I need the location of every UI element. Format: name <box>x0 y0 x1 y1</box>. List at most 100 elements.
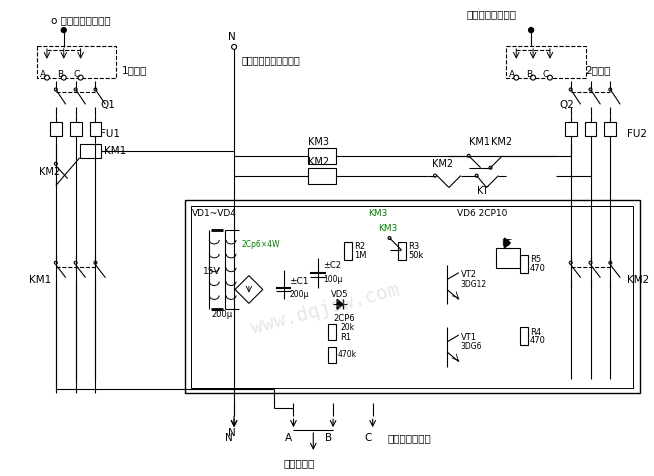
Text: Q2: Q2 <box>560 100 575 110</box>
Circle shape <box>61 28 66 32</box>
Text: www.dqjsw.com: www.dqjsw.com <box>249 280 402 338</box>
Bar <box>37 46 116 78</box>
Circle shape <box>54 162 58 165</box>
Circle shape <box>94 261 97 264</box>
Text: VD6 2CP10: VD6 2CP10 <box>457 209 508 218</box>
Text: FU2: FU2 <box>627 129 647 139</box>
Text: KT: KT <box>502 239 512 248</box>
Circle shape <box>434 174 437 177</box>
Circle shape <box>589 261 592 264</box>
Bar <box>496 248 520 268</box>
Text: 1M: 1M <box>354 251 366 260</box>
Circle shape <box>609 88 611 91</box>
Text: 2号电源: 2号电源 <box>585 65 611 75</box>
Circle shape <box>569 88 572 91</box>
Bar <box>328 347 336 363</box>
Text: 200μ: 200μ <box>211 310 232 319</box>
Circle shape <box>232 44 237 50</box>
Text: 470k: 470k <box>338 350 357 359</box>
Circle shape <box>547 75 553 80</box>
Text: N: N <box>225 433 233 443</box>
Text: 3DG12: 3DG12 <box>461 280 487 289</box>
Circle shape <box>78 75 83 80</box>
Text: A: A <box>40 70 46 79</box>
Bar <box>328 324 336 340</box>
Text: C: C <box>364 433 371 443</box>
Bar <box>80 144 101 158</box>
Text: 接单相负载: 接单相负载 <box>284 458 315 468</box>
Text: N: N <box>228 32 236 42</box>
Text: 50k: 50k <box>408 251 424 260</box>
Circle shape <box>514 75 519 80</box>
Text: 2CP6: 2CP6 <box>333 314 354 323</box>
Text: o 单相电源相线接法: o 单相电源相线接法 <box>51 15 111 25</box>
Text: VD5: VD5 <box>331 290 349 299</box>
Circle shape <box>528 28 534 32</box>
Circle shape <box>467 154 470 157</box>
Text: KM1: KM1 <box>469 137 490 147</box>
Text: R1: R1 <box>340 333 351 341</box>
Text: KM3: KM3 <box>308 137 330 147</box>
Text: ±C1: ±C1 <box>290 277 309 286</box>
Text: 由此接三相负载: 由此接三相负载 <box>388 433 431 443</box>
Text: VD1~VD4: VD1~VD4 <box>192 209 236 218</box>
Bar <box>520 327 528 345</box>
Text: 200μ: 200μ <box>290 290 309 299</box>
Bar <box>398 242 406 260</box>
Circle shape <box>475 174 478 177</box>
Bar <box>90 122 101 136</box>
Polygon shape <box>504 238 510 248</box>
Bar <box>70 122 82 136</box>
Circle shape <box>609 261 611 264</box>
Circle shape <box>61 75 66 80</box>
Bar <box>50 122 61 136</box>
Text: KM3: KM3 <box>368 209 387 218</box>
Bar <box>308 168 336 184</box>
Text: 2Cp6×4W: 2Cp6×4W <box>241 240 279 249</box>
Bar <box>506 46 585 78</box>
Text: B: B <box>526 70 532 79</box>
Text: KM2: KM2 <box>432 159 453 169</box>
Text: 单相或三相电源中性线: 单相或三相电源中性线 <box>242 55 301 65</box>
Bar <box>308 148 336 164</box>
Text: R4: R4 <box>530 327 542 337</box>
Circle shape <box>530 75 536 80</box>
Bar <box>184 200 640 394</box>
Circle shape <box>44 75 50 80</box>
Circle shape <box>388 237 391 239</box>
Circle shape <box>489 166 492 169</box>
Text: B: B <box>324 433 332 443</box>
Text: C: C <box>73 70 80 79</box>
Circle shape <box>94 88 97 91</box>
Text: 3DG6: 3DG6 <box>461 342 482 351</box>
Text: 20k: 20k <box>340 323 354 332</box>
Text: KM2: KM2 <box>490 137 511 147</box>
Text: 15V: 15V <box>203 267 220 276</box>
Text: 470: 470 <box>530 337 546 346</box>
Text: N: N <box>228 428 236 438</box>
Text: KM2: KM2 <box>308 157 330 167</box>
Text: 100μ: 100μ <box>323 275 343 284</box>
Text: KM2: KM2 <box>39 167 60 177</box>
Polygon shape <box>337 299 343 309</box>
Bar <box>604 122 616 136</box>
Circle shape <box>569 261 572 264</box>
Bar <box>520 255 528 273</box>
Bar <box>344 242 352 260</box>
Circle shape <box>54 261 58 264</box>
Circle shape <box>589 88 592 91</box>
Text: KM1: KM1 <box>105 146 127 156</box>
Bar <box>565 122 577 136</box>
Bar <box>192 206 633 387</box>
Text: R2: R2 <box>354 242 365 251</box>
Text: 470: 470 <box>530 264 546 273</box>
Text: VT1: VT1 <box>461 333 477 341</box>
Circle shape <box>74 88 77 91</box>
Circle shape <box>54 88 58 91</box>
Text: A: A <box>285 433 292 443</box>
Bar <box>585 122 596 136</box>
Text: KM1: KM1 <box>29 275 52 285</box>
Text: ±C2: ±C2 <box>323 261 341 270</box>
Text: B: B <box>57 70 63 79</box>
Text: VT2: VT2 <box>461 270 477 279</box>
